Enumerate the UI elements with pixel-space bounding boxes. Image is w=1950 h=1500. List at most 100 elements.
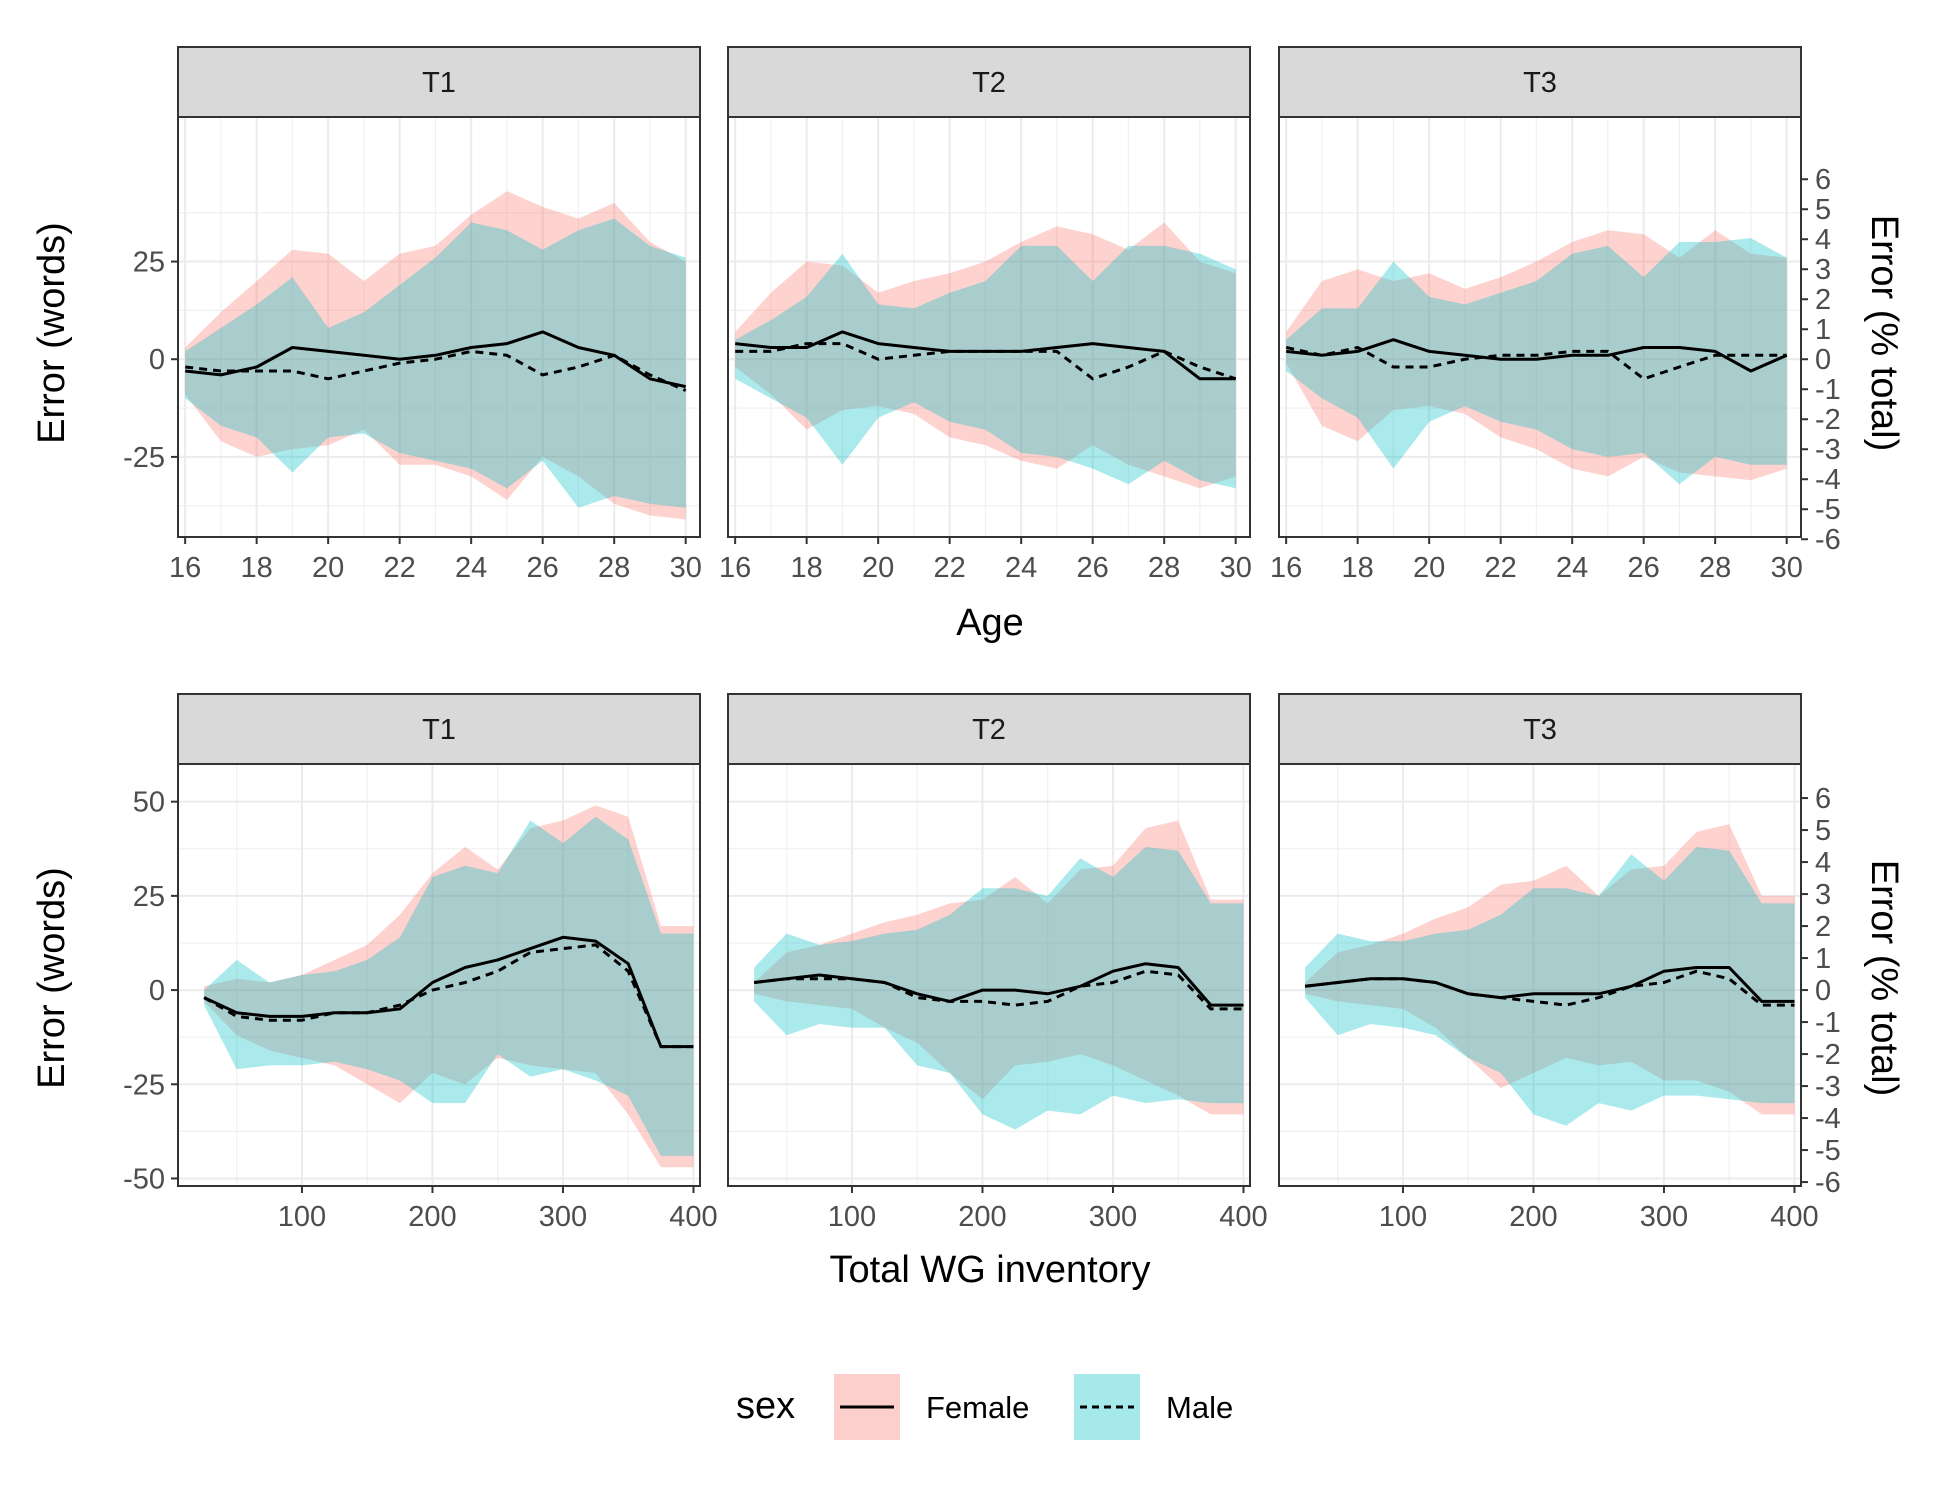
x-tick-label: 400	[1219, 1201, 1267, 1233]
line-male	[203, 943, 694, 1049]
x-tick-label: 24	[1556, 552, 1588, 584]
ribbon-male	[1305, 846, 1795, 1126]
facet-strip	[1278, 693, 1802, 765]
panel-background	[178, 764, 700, 1186]
panel-border	[727, 763, 1251, 1187]
y-tick-label: 25	[133, 881, 165, 913]
line-female	[1286, 338, 1788, 373]
y2-tick-label: -5	[1815, 1135, 1841, 1167]
x-tick-label: 18	[791, 552, 823, 584]
y2-tick-label: 5	[1815, 194, 1831, 226]
y2-tick-label: 0	[1815, 344, 1831, 376]
x-tick-label: 30	[1771, 552, 1803, 584]
y2-tick-label: -6	[1815, 1167, 1841, 1199]
y-axis-title-left-top: Error (words)	[31, 222, 73, 444]
y2-tick-label: 6	[1815, 783, 1831, 815]
y2-tick-label: -1	[1815, 374, 1841, 406]
panel-age-t2: T2 16 18 20 22 24 26 28 30	[719, 46, 1252, 584]
y2-tick-label: -3	[1815, 434, 1841, 466]
legend-label-female: Female	[926, 1390, 1029, 1425]
y-axis-title-right-bottom: Error (% total)	[1863, 860, 1905, 1096]
line-male	[735, 342, 1237, 381]
x-tick-label: 200	[1509, 1201, 1557, 1233]
line-female	[185, 330, 687, 389]
x-tick-label: 30	[1220, 552, 1252, 584]
x-tick-label: 24	[1005, 552, 1037, 584]
facet-strip	[177, 46, 701, 118]
y2-tick-label: 3	[1815, 254, 1831, 286]
y2-tick-label: 2	[1815, 284, 1831, 316]
x-tick-label: 20	[1413, 552, 1445, 584]
panel-border	[1278, 763, 1802, 1187]
y2-tick-label: 1	[1815, 314, 1831, 346]
y-axis-title-left-bottom: Error (words)	[31, 867, 73, 1089]
x-tick-label: 300	[539, 1201, 587, 1233]
y2-tick-label: 2	[1815, 911, 1831, 943]
line-female	[753, 962, 1244, 1007]
x-tick-label: 100	[828, 1201, 876, 1233]
facet-strip	[727, 46, 1251, 118]
ribbon-male	[735, 245, 1236, 489]
panel-border	[177, 116, 701, 538]
ribbon-female	[1305, 824, 1795, 1115]
legend-title: sex	[736, 1385, 795, 1427]
x-tick-label: 26	[1628, 552, 1660, 584]
y2-tick-label: -2	[1815, 1039, 1841, 1071]
legend: sex Female Male	[736, 1374, 1233, 1440]
line-male	[1285, 346, 1787, 381]
panel-border	[177, 763, 701, 1187]
line-female	[203, 935, 694, 1049]
x-tick-label: 16	[169, 552, 201, 584]
x-tick-label: 18	[1342, 552, 1374, 584]
x-tick-label: 100	[278, 1201, 326, 1233]
panel-background	[1279, 117, 1801, 537]
y2-tick-label: 0	[1815, 975, 1831, 1007]
facet-label: T3	[1523, 714, 1557, 746]
y2-tick-label: 1	[1815, 943, 1831, 975]
y2-tick-label: -2	[1815, 404, 1841, 436]
panel-background	[728, 117, 1250, 537]
x-tick-label: 22	[934, 552, 966, 584]
x-tick-label: 400	[669, 1201, 717, 1233]
x-tick-label: 16	[1270, 552, 1302, 584]
y-tick-label: -25	[123, 442, 165, 474]
panel-age-t1: T1 16 18 20 22 24 26 28 30 -25 0 25	[123, 46, 702, 584]
x-tick-label: 300	[1640, 1201, 1688, 1233]
x-tick-label: 26	[1077, 552, 1109, 584]
panel-inventory-t2: T2 100 200 300 400	[727, 693, 1268, 1233]
x-tick-label: 200	[408, 1201, 456, 1233]
y2-tick-label: -1	[1815, 1007, 1841, 1039]
y-tick-label: 0	[149, 344, 165, 376]
y-tick-label: -50	[123, 1163, 165, 1195]
x-tick-label: 28	[598, 552, 630, 584]
y-tick-label: 25	[133, 247, 165, 279]
y2-tick-label: 4	[1815, 847, 1831, 879]
x-tick-label: 18	[241, 552, 273, 584]
ribbon-female	[754, 820, 1244, 1115]
y2-tick-label: -4	[1815, 464, 1841, 496]
x-tick-label: 24	[455, 552, 487, 584]
y-tick-label: 0	[149, 975, 165, 1007]
facet-label: T1	[422, 67, 456, 99]
panel-border	[1278, 116, 1802, 538]
x-tick-label: 20	[862, 552, 894, 584]
y2-tick-label: -4	[1815, 1103, 1841, 1135]
x-tick-label: 400	[1770, 1201, 1818, 1233]
ribbon-female	[735, 222, 1236, 489]
y2-tick-label: 6	[1815, 164, 1831, 196]
panel-inventory-t1: T1 100 200 300 400 -50 -25 0 25 50	[123, 693, 718, 1233]
ribbon-male	[1286, 238, 1787, 485]
ribbon-male	[754, 846, 1244, 1130]
legend-label-male: Male	[1166, 1390, 1233, 1425]
facet-label: T3	[1523, 67, 1557, 99]
y2-tick-label: -5	[1815, 494, 1841, 526]
x-tick-label: 22	[384, 552, 416, 584]
x-tick-label: 300	[1089, 1201, 1137, 1233]
x-axis-title-top: Age	[956, 602, 1024, 644]
facet-label: T2	[972, 67, 1006, 99]
x-tick-label: 100	[1379, 1201, 1427, 1233]
